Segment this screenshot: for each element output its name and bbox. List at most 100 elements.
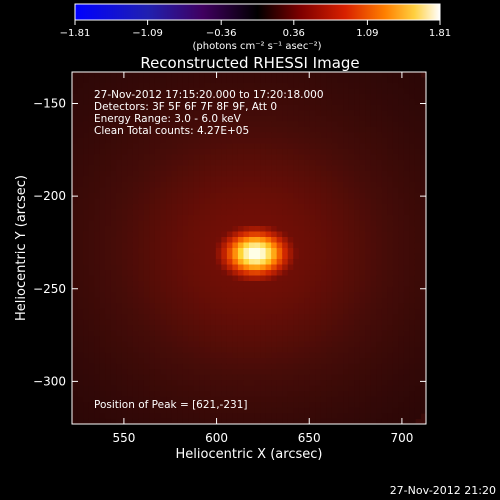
heatmap-cell <box>265 248 272 255</box>
heatmap-cell <box>121 165 128 172</box>
heatmap-cell <box>282 418 289 424</box>
heatmap-cell <box>88 325 95 332</box>
heatmap-cell <box>287 308 294 315</box>
heatmap-cell <box>237 176 245 183</box>
heatmap-cell <box>320 110 328 117</box>
heatmap-cell <box>83 72 90 79</box>
heatmap-cell <box>193 198 200 205</box>
heatmap-cell <box>99 358 106 365</box>
heatmap-cell <box>182 99 189 106</box>
heatmap-cell <box>326 308 333 315</box>
heatmap-cell <box>99 105 106 112</box>
heatmap-cell <box>199 132 206 139</box>
heatmap-cell <box>315 204 322 211</box>
heatmap-cell <box>387 99 394 106</box>
heatmap-cell <box>265 259 272 266</box>
heatmap-cell <box>381 160 388 167</box>
heatmap-cell <box>94 143 101 150</box>
heatmap-cell <box>387 352 394 359</box>
heatmap-cell <box>105 303 112 310</box>
heatmap-cell <box>348 220 355 227</box>
heatmap-cell <box>177 99 184 106</box>
heatmap-cell <box>210 182 217 189</box>
heatmap-cell <box>265 407 272 414</box>
heatmap-cell <box>110 237 117 244</box>
heatmap-cell <box>326 237 333 244</box>
heatmap-cell <box>193 110 200 117</box>
heatmap-cell <box>331 94 339 101</box>
heatmap-cell <box>403 237 411 244</box>
heatmap-cell <box>143 132 151 139</box>
heatmap-cell <box>182 347 189 354</box>
heatmap-cell <box>182 77 189 84</box>
heatmap-cell <box>271 402 278 409</box>
heatmap-cell <box>320 270 328 277</box>
heatmap-cell <box>88 396 95 403</box>
heatmap-cell <box>320 94 328 101</box>
heatmap-cell <box>188 182 195 189</box>
heatmap-cell <box>226 226 234 233</box>
heatmap-cell <box>271 418 278 424</box>
heatmap-cell <box>166 182 173 189</box>
heatmap-cell <box>210 99 217 106</box>
heatmap-cell <box>298 347 305 354</box>
heatmap-cell <box>370 187 377 194</box>
heatmap-cell <box>337 297 344 304</box>
heatmap-cell <box>166 358 173 365</box>
heatmap-cell <box>337 352 344 359</box>
heatmap-cell <box>298 94 305 101</box>
heatmap-cell <box>237 358 245 365</box>
heatmap-cell <box>177 402 184 409</box>
heatmap-cell <box>221 94 228 101</box>
heatmap-cell <box>320 380 328 387</box>
heatmap-cell <box>105 352 112 359</box>
heatmap-cell <box>105 314 112 321</box>
heatmap-cell <box>83 319 90 326</box>
heatmap-cell <box>298 182 305 189</box>
heatmap-cell <box>177 396 184 403</box>
heatmap-cell <box>343 149 350 156</box>
heatmap-cell <box>99 116 106 123</box>
heatmap-cell <box>282 242 289 249</box>
heatmap-cell <box>210 215 217 222</box>
heatmap-cell <box>315 220 322 227</box>
heatmap-cell <box>249 264 256 271</box>
heatmap-cell <box>359 286 366 293</box>
heatmap-cell <box>326 171 333 178</box>
heatmap-cell <box>138 165 145 172</box>
heatmap-cell <box>226 143 234 150</box>
heatmap-cell <box>403 171 411 178</box>
heatmap-cell <box>154 110 162 117</box>
heatmap-cell <box>414 160 422 167</box>
heatmap-cell <box>221 154 228 161</box>
heatmap-cell <box>188 303 195 310</box>
heatmap-cell <box>94 286 101 293</box>
heatmap-cell <box>243 407 250 414</box>
heatmap-cell <box>287 94 294 101</box>
heatmap-cell <box>304 209 311 216</box>
heatmap-cell <box>381 138 388 145</box>
heatmap-cell <box>166 275 173 282</box>
heatmap-cell <box>359 363 366 370</box>
heatmap-cell <box>381 204 388 211</box>
heatmap-cell <box>193 369 200 376</box>
heatmap-cell <box>381 154 388 161</box>
heatmap-cell <box>326 209 333 216</box>
heatmap-cell <box>271 314 278 321</box>
heatmap-cell <box>132 253 139 260</box>
heatmap-cell <box>304 385 311 392</box>
heatmap-cell <box>403 396 411 403</box>
heatmap-cell <box>77 198 84 205</box>
heatmap-cell <box>171 94 178 101</box>
heatmap-cell <box>138 259 145 266</box>
heatmap-cell <box>182 407 189 414</box>
heatmap-cell <box>365 396 372 403</box>
heatmap-cell <box>221 407 228 414</box>
heatmap-cell <box>398 374 405 381</box>
heatmap-cell <box>387 314 394 321</box>
heatmap-cell <box>160 336 167 343</box>
heatmap-cell <box>243 209 250 216</box>
heatmap-cell <box>249 308 256 315</box>
heatmap-cell <box>276 292 283 299</box>
heatmap-cell <box>365 303 372 310</box>
